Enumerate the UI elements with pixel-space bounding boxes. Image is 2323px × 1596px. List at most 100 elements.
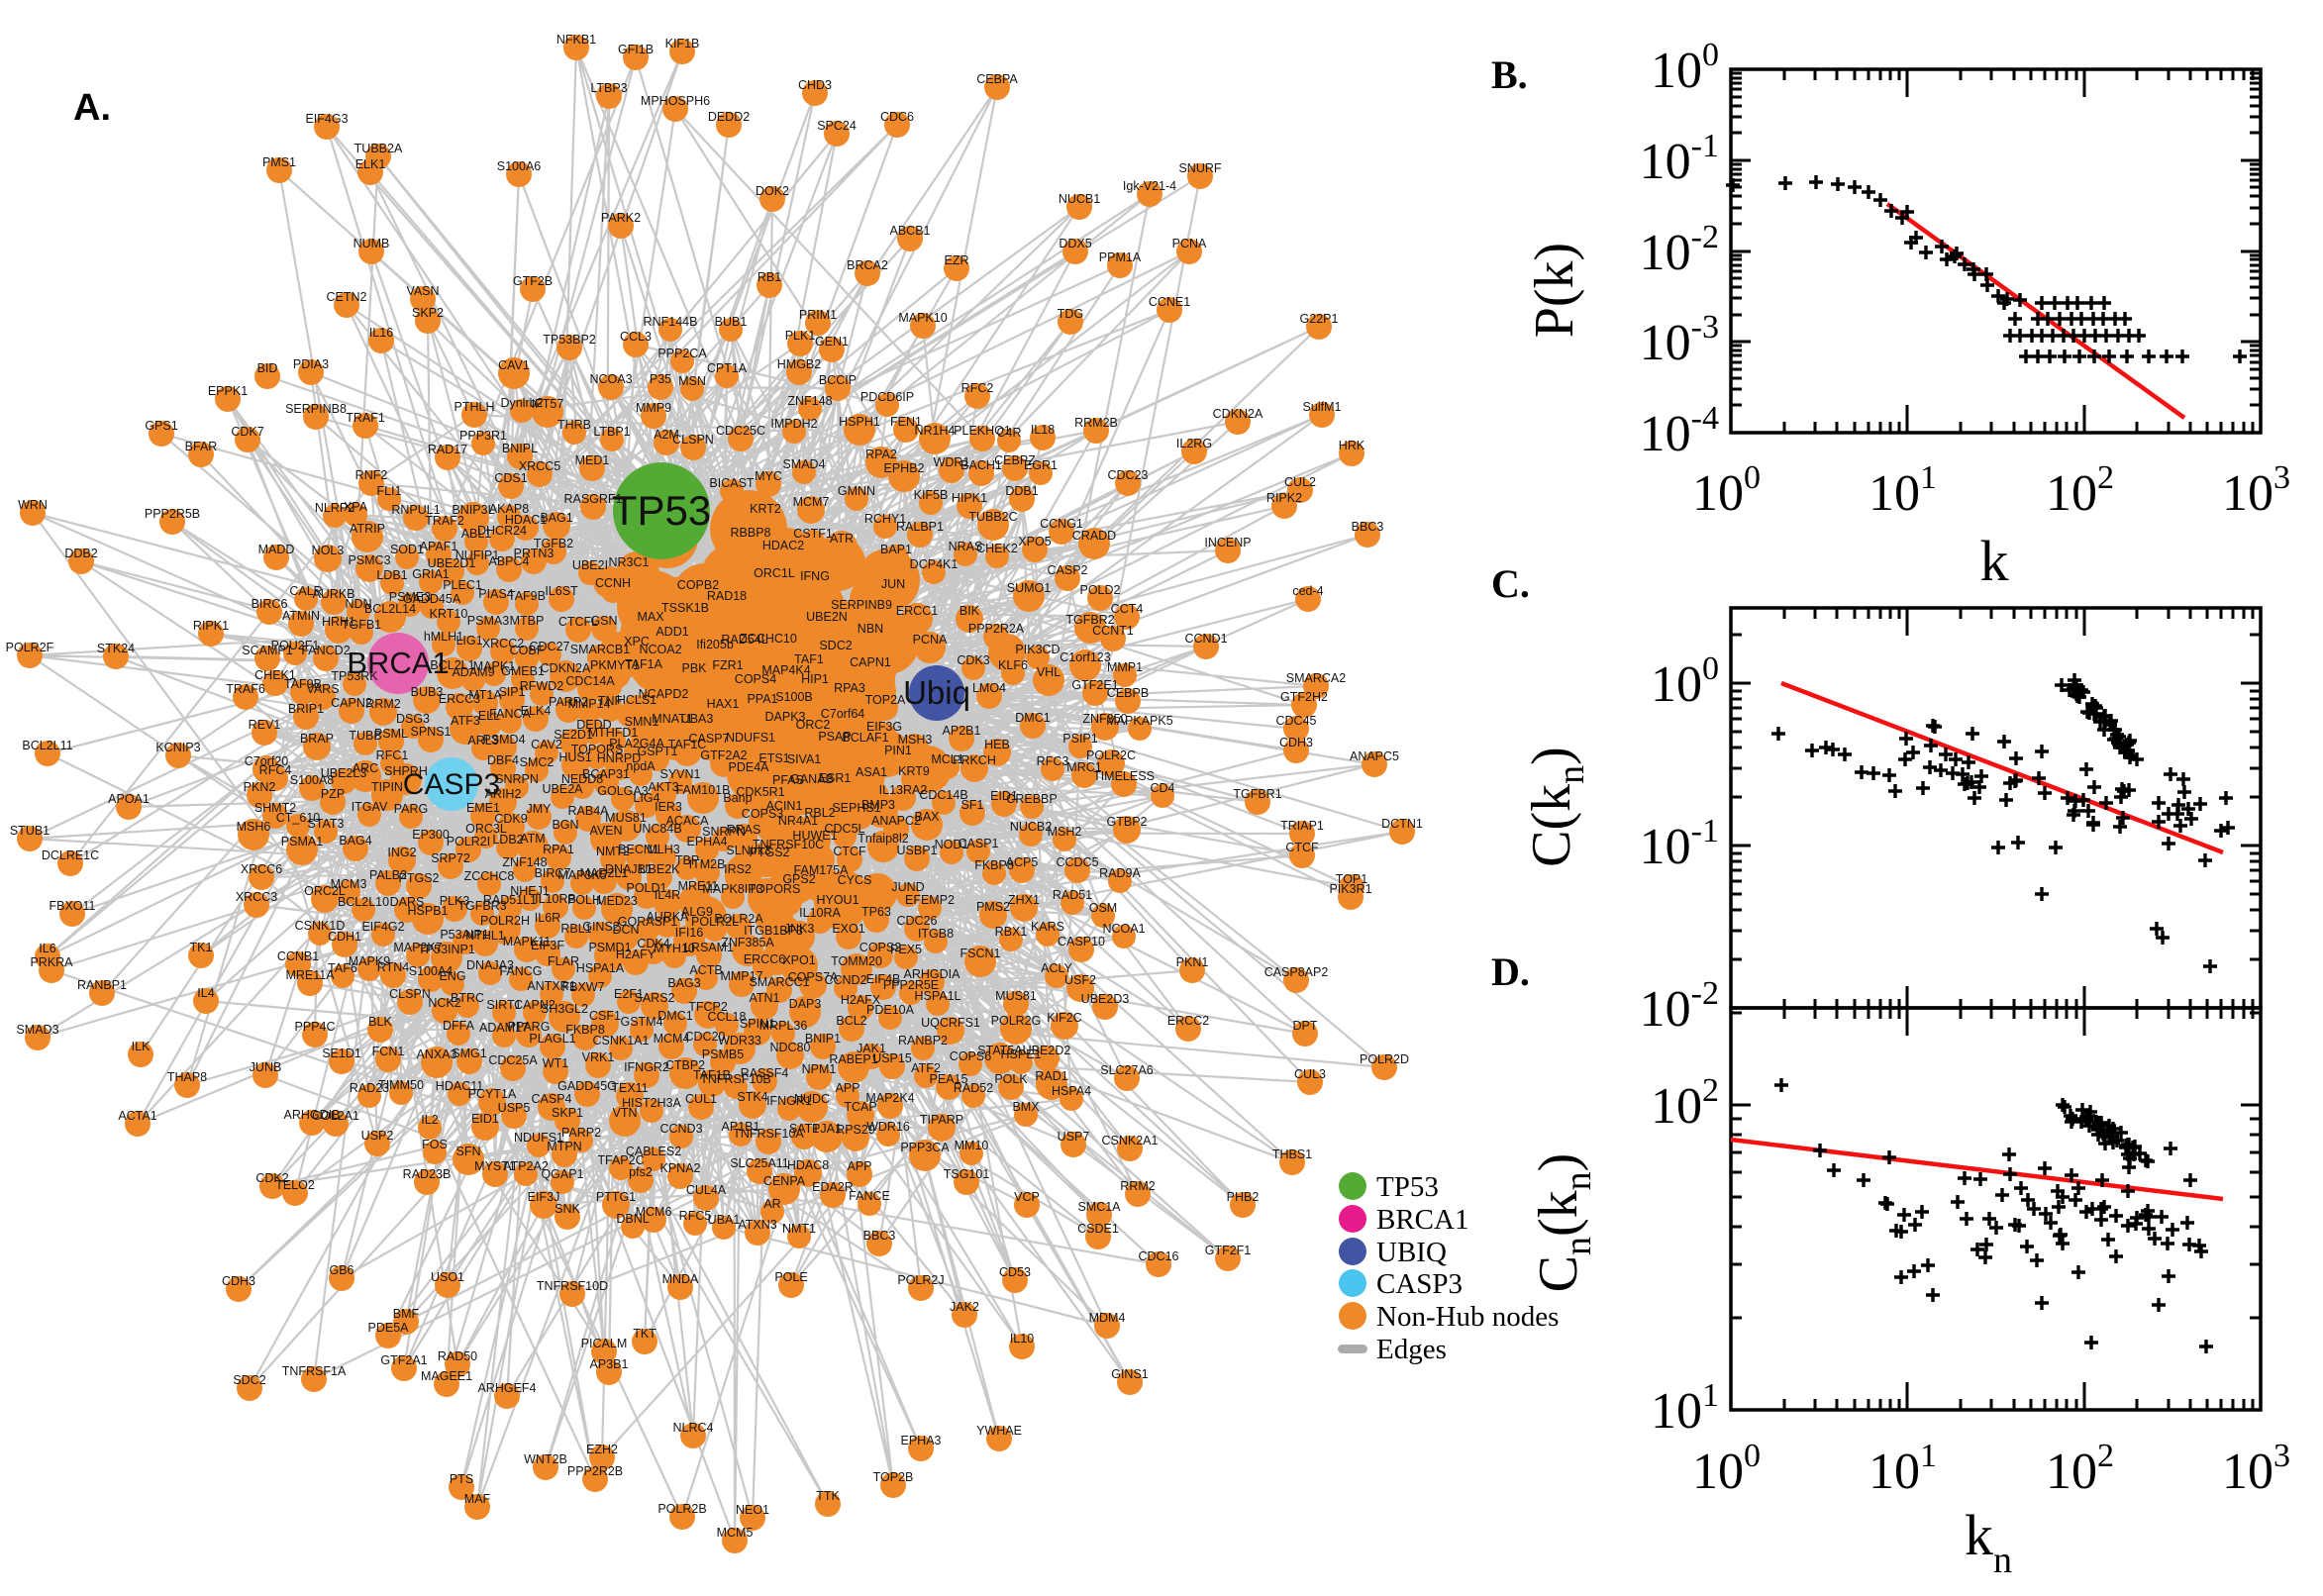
svg-text:RPA3: RPA3 bbox=[834, 681, 865, 695]
svg-text:DPT: DPT bbox=[1293, 1019, 1318, 1033]
svg-text:AP3B1: AP3B1 bbox=[590, 1357, 629, 1371]
svg-text:PPARG: PPARG bbox=[508, 1020, 551, 1034]
svg-text:NCOA1: NCOA1 bbox=[1102, 922, 1145, 936]
svg-text:CTCF: CTCF bbox=[1285, 841, 1319, 854]
svg-text:MADD: MADD bbox=[258, 543, 295, 556]
svg-text:RBBP8: RBBP8 bbox=[731, 526, 771, 540]
svg-text:CDC6: CDC6 bbox=[880, 110, 914, 124]
svg-text:USO1: USO1 bbox=[431, 1270, 464, 1284]
svg-text:MAF: MAF bbox=[464, 1492, 491, 1506]
svg-text:KIF2C: KIF2C bbox=[1047, 1011, 1081, 1025]
svg-text:ATP2A2: ATP2A2 bbox=[503, 1159, 549, 1173]
svg-text:Dynlrb2: Dynlrb2 bbox=[500, 396, 543, 410]
svg-text:ACACA: ACACA bbox=[665, 814, 709, 828]
svg-text:POLE: POLE bbox=[774, 1270, 807, 1284]
svg-text:RRM2: RRM2 bbox=[365, 697, 400, 711]
svg-text:BCL2L10: BCL2L10 bbox=[338, 895, 389, 909]
svg-text:S100A4: S100A4 bbox=[409, 964, 454, 978]
svg-text:IL6R: IL6R bbox=[535, 911, 560, 925]
svg-text:STUB1: STUB1 bbox=[10, 824, 50, 838]
svg-text:NFKB1: NFKB1 bbox=[556, 33, 596, 47]
svg-text:HRK: HRK bbox=[1339, 439, 1365, 452]
svg-text:RBX1: RBX1 bbox=[995, 925, 1028, 939]
svg-text:ERCC1: ERCC1 bbox=[896, 604, 938, 618]
svg-text:UBE2D2: UBE2D2 bbox=[1023, 1044, 1071, 1057]
svg-text:PARG: PARG bbox=[394, 802, 429, 816]
svg-text:RNPUL1: RNPUL1 bbox=[391, 503, 440, 517]
svg-text:FAM101B: FAM101B bbox=[676, 783, 731, 797]
svg-text:CYCS: CYCS bbox=[838, 873, 872, 887]
svg-text:A.: A. bbox=[73, 87, 111, 129]
svg-text:CCNH: CCNH bbox=[595, 576, 631, 590]
svg-text:POLK: POLK bbox=[994, 1072, 1028, 1086]
svg-text:FEN1: FEN1 bbox=[890, 415, 922, 429]
svg-text:IL18: IL18 bbox=[1031, 423, 1055, 437]
svg-text:ADD1: ADD1 bbox=[656, 625, 688, 639]
svg-text:TNFRSF10A: TNFRSF10A bbox=[733, 1127, 804, 1141]
svg-text:BRCA2: BRCA2 bbox=[847, 258, 888, 272]
svg-text:ORC2: ORC2 bbox=[796, 718, 831, 732]
svg-text:CSNK1A1: CSNK1A1 bbox=[593, 1034, 650, 1047]
svg-text:ADAM17: ADAM17 bbox=[479, 1021, 529, 1035]
svg-text:MYH10: MYH10 bbox=[654, 942, 695, 955]
svg-text:MAGEE1: MAGEE1 bbox=[421, 1369, 472, 1383]
svg-text:CDK2: CDK2 bbox=[255, 1171, 288, 1185]
svg-text:HRH1: HRH1 bbox=[322, 615, 355, 629]
svg-text:IFNGR2: IFNGR2 bbox=[624, 1060, 669, 1074]
svg-text:NCOA3: NCOA3 bbox=[589, 372, 632, 386]
svg-text:PSMD1: PSMD1 bbox=[588, 941, 631, 954]
svg-text:ERCC2: ERCC2 bbox=[1167, 1014, 1209, 1028]
svg-text:AP2B1: AP2B1 bbox=[943, 724, 981, 738]
svg-text:COPS2: COPS2 bbox=[859, 941, 901, 954]
svg-text:PLK3: PLK3 bbox=[440, 894, 470, 908]
svg-text:PSML: PSML bbox=[374, 727, 408, 741]
svg-text:UBE2I: UBE2I bbox=[572, 558, 608, 572]
svg-text:IFT57: IFT57 bbox=[532, 397, 564, 411]
svg-text:TIMM50: TIMM50 bbox=[378, 1078, 424, 1092]
svg-text:PPP2R5E: PPP2R5E bbox=[883, 978, 939, 992]
svg-text:CDH3: CDH3 bbox=[222, 1274, 255, 1288]
svg-text:BTRC: BTRC bbox=[451, 991, 484, 1005]
svg-text:PCYT1A: PCYT1A bbox=[468, 1087, 517, 1101]
svg-text:ITGB1BP3: ITGB1BP3 bbox=[744, 924, 803, 938]
svg-text:npdA: npdA bbox=[626, 759, 656, 773]
svg-text:CLSPN: CLSPN bbox=[389, 987, 431, 1001]
svg-text:NDC80: NDC80 bbox=[770, 1041, 811, 1054]
svg-text:JUNB: JUNB bbox=[250, 1060, 282, 1074]
svg-text:THRB: THRB bbox=[557, 418, 591, 432]
svg-text:TAF6: TAF6 bbox=[328, 961, 357, 975]
svg-text:DOK2: DOK2 bbox=[756, 184, 789, 198]
svg-text:NUCB1: NUCB1 bbox=[1059, 192, 1100, 206]
svg-text:COBF: COBF bbox=[510, 644, 545, 657]
svg-text:SMN1: SMN1 bbox=[625, 715, 659, 729]
svg-text:CHD3: CHD3 bbox=[798, 78, 832, 92]
svg-text:BRIP1: BRIP1 bbox=[288, 702, 324, 716]
svg-text:TNFRSF1A: TNFRSF1A bbox=[282, 1364, 347, 1378]
svg-text:PLEC1: PLEC1 bbox=[443, 578, 482, 592]
svg-text:UBE2K: UBE2K bbox=[640, 862, 681, 876]
svg-text:NDUFS1: NDUFS1 bbox=[514, 1131, 563, 1145]
svg-text:REV1: REV1 bbox=[249, 718, 281, 732]
svg-text:XPC: XPC bbox=[624, 635, 650, 648]
svg-text:A2M: A2M bbox=[654, 428, 679, 442]
svg-text:HIPK1: HIPK1 bbox=[952, 491, 987, 505]
svg-text:RANBP1: RANBP1 bbox=[77, 978, 127, 992]
svg-text:FCN1: FCN1 bbox=[372, 1045, 405, 1058]
svg-text:IL10RB: IL10RB bbox=[535, 892, 576, 906]
svg-text:RRM2: RRM2 bbox=[1120, 1179, 1155, 1193]
svg-text:P(k): P(k) bbox=[1524, 243, 1585, 338]
svg-text:PCNA: PCNA bbox=[913, 633, 948, 647]
svg-text:TIPARP: TIPARP bbox=[920, 1113, 963, 1127]
svg-text:HSPA1A: HSPA1A bbox=[576, 961, 625, 975]
svg-text:GPS1: GPS1 bbox=[145, 419, 177, 433]
svg-text:ARL3: ARL3 bbox=[467, 734, 498, 748]
svg-text:IL4: IL4 bbox=[197, 986, 214, 1000]
svg-text:HUS1: HUS1 bbox=[558, 750, 591, 764]
svg-text:GTBP2: GTBP2 bbox=[1107, 815, 1148, 829]
svg-text:TNFRSF10D: TNFRSF10D bbox=[537, 1279, 608, 1293]
svg-text:ATXN3: ATXN3 bbox=[738, 1218, 776, 1232]
svg-text:TOP2B: TOP2B bbox=[873, 1470, 914, 1484]
svg-text:KIF1B: KIF1B bbox=[665, 37, 700, 50]
svg-text:TAF1: TAF1 bbox=[794, 652, 824, 666]
svg-text:PARP2: PARP2 bbox=[549, 695, 588, 709]
